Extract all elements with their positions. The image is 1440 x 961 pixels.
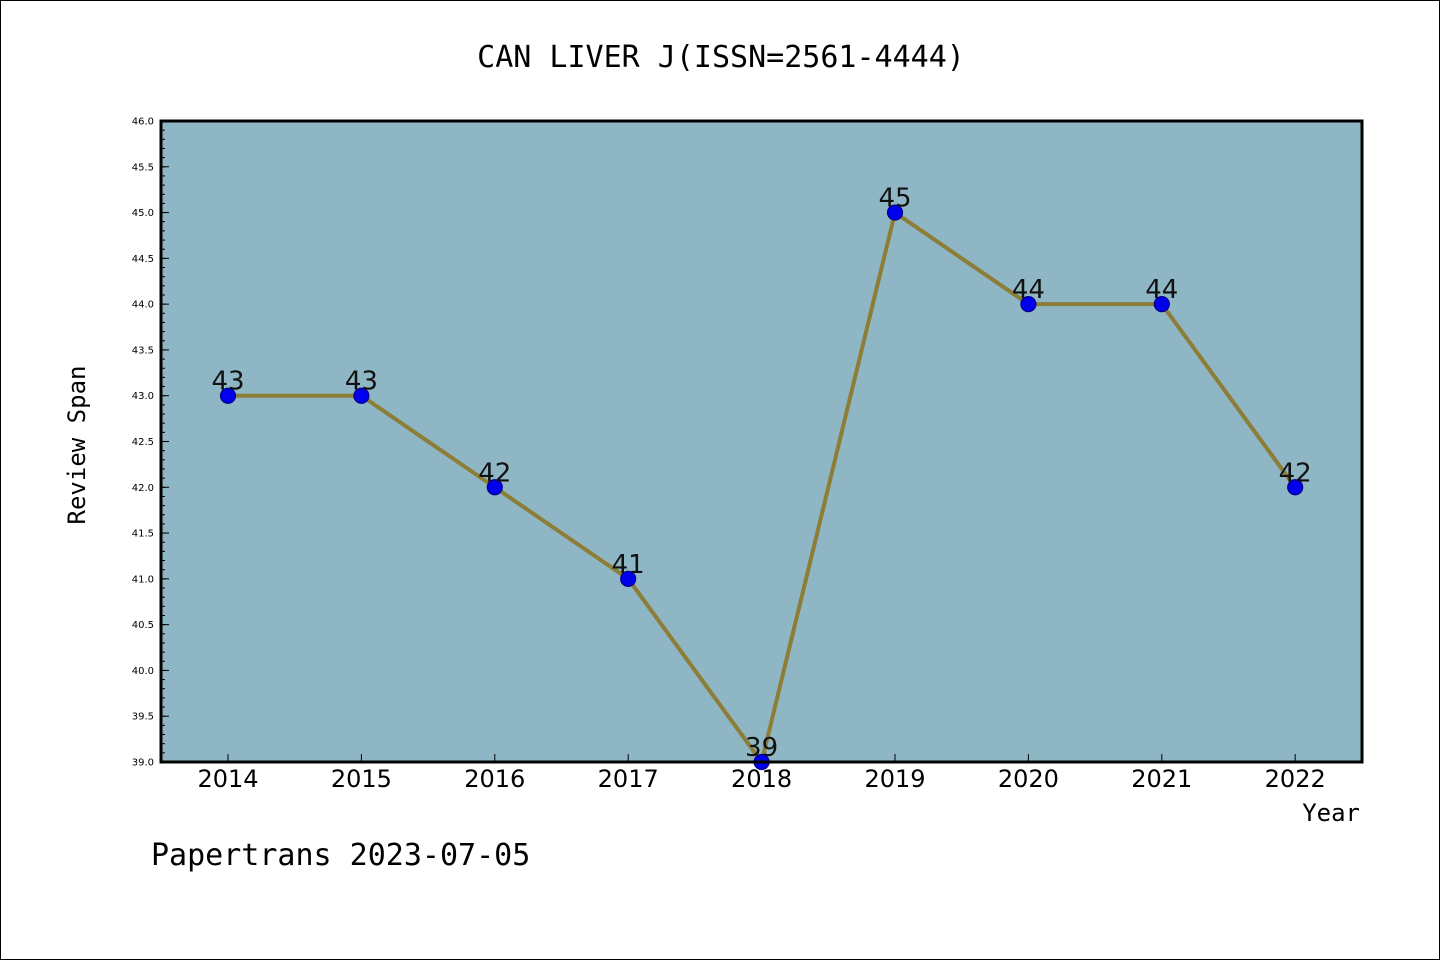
y-tick-label: 42.0	[132, 483, 154, 494]
x-tick-label: 2014	[197, 765, 258, 793]
data-label-2019: 45	[878, 184, 911, 214]
y-tick-label: 45.5	[132, 162, 154, 173]
y-tick-label: 39.0	[132, 758, 154, 769]
data-label-2017: 41	[612, 550, 645, 580]
chart-title: CAN LIVER J(ISSN=2561-4444)	[477, 40, 965, 75]
y-tick-label: 44.5	[132, 254, 154, 265]
y-tick-label: 43.5	[132, 345, 154, 356]
y-axis-label: Review Span	[63, 366, 91, 525]
data-label-2018: 39	[745, 733, 778, 763]
data-point-2017	[620, 570, 637, 587]
y-tick-label: 39.5	[132, 712, 154, 723]
data-label-2015: 43	[345, 367, 378, 397]
y-tick-label: 46.0	[132, 117, 154, 128]
data-point-2022	[1287, 479, 1304, 496]
y-axis: 39.0 39.5 40.0 40.5 41.0 41.5 42.0 42.5 43.0 43.5…	[132, 117, 169, 769]
x-tick-label: 2022	[1265, 765, 1326, 793]
x-tick-label: 2019	[864, 765, 925, 793]
y-tick-label: 40.0	[132, 666, 154, 677]
data-label-2021: 44	[1145, 275, 1178, 305]
data-label-2014: 43	[211, 367, 244, 397]
footer-credit: Papertrans 2023-07-05	[151, 838, 530, 873]
x-tick-label: 2016	[464, 765, 525, 793]
data-label-2016: 42	[478, 458, 511, 488]
data-point-2016	[486, 479, 503, 496]
data-point-2021	[1153, 296, 1170, 313]
x-axis: 2014 2015 2016 2017 2018 2019 2020 2021 2022	[197, 754, 1326, 793]
x-tick-label: 2020	[998, 765, 1059, 793]
y-tick-label: 45.0	[132, 208, 154, 219]
data-point-2014	[219, 387, 237, 404]
y-tick-label: 41.5	[132, 529, 154, 540]
data-label-2022: 42	[1279, 458, 1312, 488]
x-tick-label: 2015	[331, 765, 392, 793]
y-tick-label: 42.5	[132, 437, 154, 448]
data-label-2020: 44	[1012, 275, 1045, 305]
x-axis-label: Year	[1302, 799, 1360, 827]
y-tick-label: 41.0	[132, 574, 154, 585]
data-point-2015	[353, 387, 370, 404]
y-tick-label: 44.0	[132, 300, 154, 311]
plot-border	[159, 119, 1364, 764]
plot-area	[161, 121, 1362, 762]
x-tick-label: 2021	[1131, 765, 1192, 793]
y-tick-label: 40.5	[132, 620, 154, 631]
data-point-2019	[886, 204, 904, 221]
x-tick-label: 2017	[598, 765, 659, 793]
data-point-2020	[1020, 296, 1037, 313]
data-labels: 43 43 42 41 39 45 44 44 42	[211, 184, 1311, 763]
y-tick-label: 43.0	[132, 391, 154, 402]
